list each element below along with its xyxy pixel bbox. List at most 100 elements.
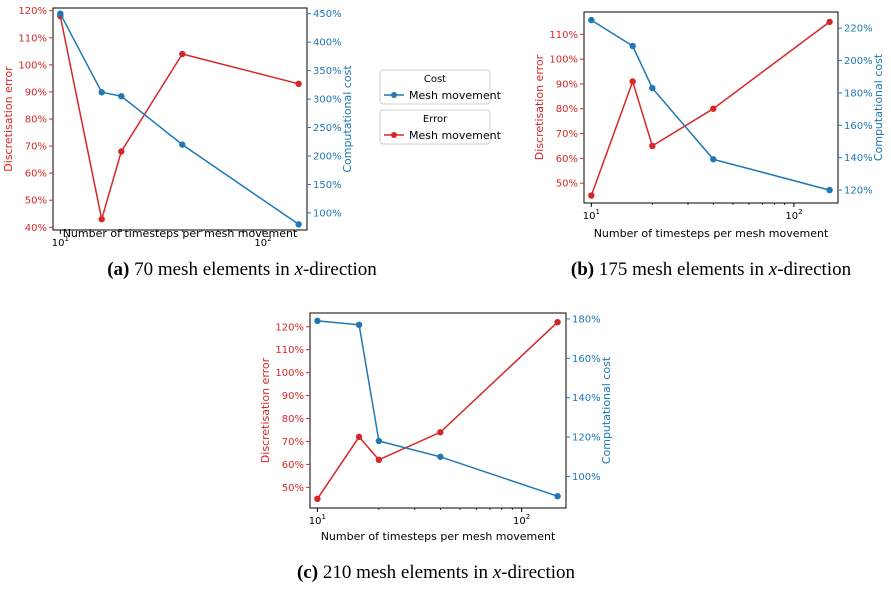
y-left-axis-label: Discretisation error [2,66,15,172]
plot-frame [52,7,308,231]
chart-panel-c: 50% 60% 70% 80% 90% 100% 110% 120% 100% 120% 140% 1… [259,312,613,583]
y-left-tick-label: 50% [282,483,304,494]
y-left-tick-label: 120% [275,322,304,333]
error-data-point [179,50,186,58]
y-right-tick-label: 350% [313,66,342,77]
error-data-point [355,433,363,441]
y-right-tick-label: 200% [844,56,873,67]
y-right-tick-label: 180% [572,314,601,325]
legend-box [379,109,491,145]
legend-title: Cost [424,74,446,85]
y-right-tick-label: 140% [572,393,601,404]
cost-data-point [118,93,125,100]
y-left-tick-label: 60% [556,154,578,165]
y-right-tick-label: 150% [313,180,342,191]
error-data-point [588,192,595,199]
error-data-point [314,495,321,503]
y-left-tick-label: 120% [18,6,47,17]
y-left-tick-label: 50% [556,179,578,190]
error-data-point [649,142,656,150]
x-tick-label: 101 [583,208,600,222]
y-left-tick-label: 100% [549,55,578,66]
y-left-tick-label: 50% [25,196,47,207]
y-left-tick-label: 110% [549,30,578,41]
cost-data-point [629,42,636,50]
x-tick-label: 102 [254,235,271,249]
error-data-point [826,18,833,26]
error-series-line [59,15,299,220]
error-data-point [437,429,444,436]
y-right-tick-label: 120% [844,186,873,197]
cost-data-point [375,437,383,445]
y-right-tick-label: 400% [313,38,342,49]
chart-panel-a: 40% 50% 60% 70% 80% 90% 100% 110% 120% 100% 150% 20… [2,6,377,280]
y-left-tick-label: 90% [25,87,47,98]
x-tick-label: 102 [513,513,530,527]
cost-data-point [355,321,363,329]
y-left-tick-label: 90% [556,79,578,90]
y-left-tick-label: 80% [282,414,304,425]
cost-data-point [588,16,595,24]
y-left-tick-label: 80% [25,115,47,126]
x-axis-label: Number of timesteps per mesh movement [63,227,298,240]
y-left-axis-label: Discretisation error [259,357,272,463]
error-data-point [118,148,125,155]
y-right-tick-label: 160% [844,121,873,132]
y-right-tick-label: 140% [844,153,873,164]
legend-marker [391,132,397,138]
cost-data-point [295,221,302,228]
cost-data-point [179,141,186,148]
legend-title: Error [423,114,448,125]
x-tick-label: 101 [52,235,69,249]
legend-label: Mesh movement [409,129,502,142]
error-data-point [98,215,105,223]
cost-series-line [590,19,830,191]
figure-caption: (a) 70 mesh elements in x-direction [107,259,377,280]
y-left-tick-label: 90% [282,391,304,402]
chart-panel-b: 50% 60% 70% 80% 90% 100% 110% 120% 140% 160% 180% 2… [533,11,885,280]
y-left-tick-label: 70% [556,129,578,140]
legend-group-error: Error Mesh movement [379,109,502,145]
cost-data-point [649,84,656,92]
y-right-axis-label: Computational cost [341,65,354,173]
cost-data-point [314,317,321,325]
y-right-tick-label: 100% [313,208,342,219]
y-right-tick-label: 160% [572,354,601,365]
y-left-tick-label: 110% [275,345,304,356]
cost-series-line [317,320,558,497]
error-data-point [375,456,383,464]
x-tick-label: 102 [785,208,802,222]
y-right-tick-label: 220% [844,24,873,35]
y-right-tick-label: 250% [313,123,342,134]
y-right-tick-label: 120% [572,433,601,444]
legend: Cost Mesh movement Error Mesh movement [379,69,502,145]
y-left-tick-label: 100% [275,368,304,379]
y-left-tick-label: 70% [25,142,47,153]
x-axis-label: Number of timesteps per mesh movement [321,530,556,543]
error-series-line [316,321,559,500]
y-right-tick-label: 300% [313,95,342,106]
y-left-tick-label: 40% [25,223,47,234]
cost-data-point [437,453,444,460]
y-right-tick-label: 450% [313,9,342,20]
figure-caption: (b) 175 mesh elements in x-direction [571,259,852,280]
y-left-tick-label: 100% [18,60,47,71]
error-data-point [554,318,561,326]
y-right-tick-label: 200% [313,152,342,163]
x-axis-label: Number of timesteps per mesh movement [594,227,829,240]
y-left-axis-label: Discretisation error [533,54,546,160]
y-left-tick-label: 110% [18,33,47,44]
plot-frame [309,312,567,509]
figure-caption: (c) 210 mesh elements in x-direction [297,562,576,583]
plot-frame [583,11,839,204]
cost-data-point [554,492,561,500]
cost-data-point [710,156,717,163]
cost-data-point [57,10,64,17]
cost-data-point [98,89,105,96]
y-right-axis-label: Computational cost [600,356,613,464]
y-left-tick-label: 60% [282,460,304,471]
legend-marker [391,92,397,98]
y-right-tick-label: 100% [572,472,601,483]
cost-data-point [826,186,833,194]
